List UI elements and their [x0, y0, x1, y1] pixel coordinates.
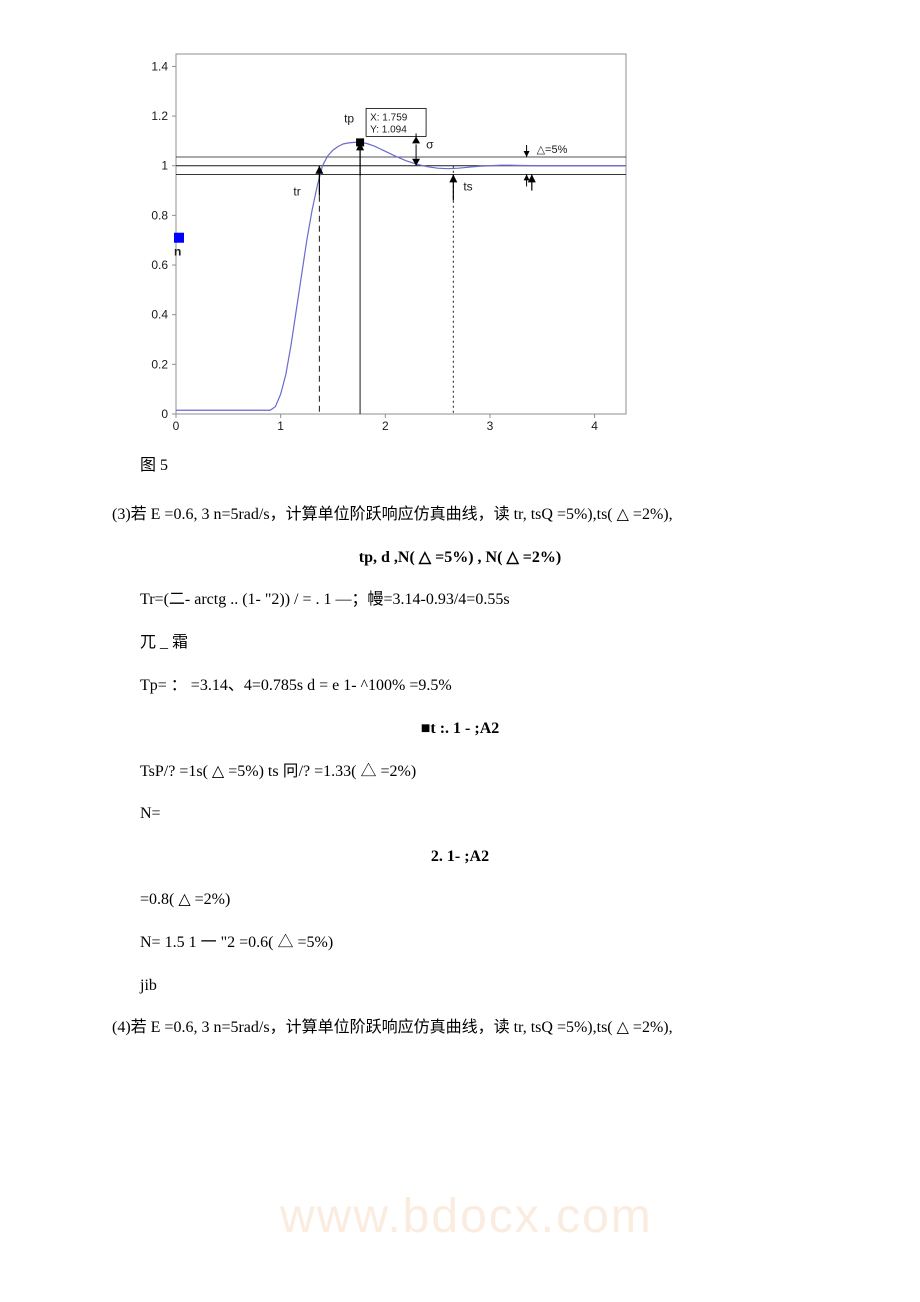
svg-text:1: 1: [277, 419, 284, 433]
line-08: =0.8( △ =2%): [140, 886, 840, 915]
svg-text:1: 1: [161, 159, 168, 173]
chart-svg: 0 1 2 3 4 0 0.2 0.4 0.6 0.8 1 1.2 1.4 tr X: 1.759Y: 1.…: [120, 40, 640, 440]
svg-text:△=5%: △=5%: [537, 144, 568, 156]
svg-text:0: 0: [161, 407, 168, 421]
line-n15: N= 1.5 1 一 "2 =0.6( △ =5%): [140, 929, 840, 958]
centered-line-3: 2. 1- ;A2: [80, 843, 840, 872]
svg-text:0.8: 0.8: [151, 208, 168, 222]
svg-text:tr: tr: [293, 185, 300, 199]
figure-caption: 图 5: [140, 452, 840, 481]
line-tr: Tr=(二- arctg .. (1- "2)) / = . 1 —；幔=3.1…: [140, 586, 840, 615]
svg-text:4: 4: [591, 419, 598, 433]
svg-text:X: 1.759: X: 1.759: [370, 112, 408, 123]
svg-text:1.4: 1.4: [151, 59, 168, 73]
line-tp: Tp= ： =3.14、4=0.785s d = e 1- ^100% =9.5…: [140, 672, 840, 701]
centered-line-2: ■t :. 1 - ;A2: [80, 715, 840, 744]
svg-text:0.6: 0.6: [151, 258, 168, 272]
paragraph-4: (4)若 E =0.6, 3 n=5rad/s，计算单位阶跃响应仿真曲线，读 t…: [80, 1014, 840, 1043]
svg-text:0: 0: [173, 419, 180, 433]
svg-text:ts: ts: [463, 180, 472, 194]
watermark: www.bdocx.com: [280, 1174, 653, 1260]
svg-text:tp: tp: [344, 111, 354, 125]
svg-text:Y: 1.094: Y: 1.094: [370, 124, 407, 135]
svg-text:0.4: 0.4: [151, 308, 168, 322]
svg-text:σ: σ: [426, 137, 434, 151]
svg-text:0.2: 0.2: [151, 357, 168, 371]
svg-text:1.2: 1.2: [151, 109, 168, 123]
line-tsp: TsP/? =1s( △ =5%) ts 冋/? =1.33( △ =2%): [140, 758, 840, 787]
paragraph-3: (3)若 E =0.6, 3 n=5rad/s，计算单位阶跃响应仿真曲线，读 t…: [80, 501, 840, 530]
line-n: N=: [140, 800, 840, 829]
line-jib: jib: [140, 972, 840, 1001]
centered-line-1: tp, d ,N( △ =5%) , N( △ =2%): [80, 544, 840, 573]
line-wu: 兀 _ 霜: [140, 629, 840, 658]
svg-text:n: n: [174, 245, 181, 259]
svg-text:2: 2: [382, 419, 389, 433]
step-response-chart: 0 1 2 3 4 0 0.2 0.4 0.6 0.8 1 1.2 1.4 tr X: 1.759Y: 1.…: [120, 40, 640, 440]
svg-text:3: 3: [487, 419, 494, 433]
